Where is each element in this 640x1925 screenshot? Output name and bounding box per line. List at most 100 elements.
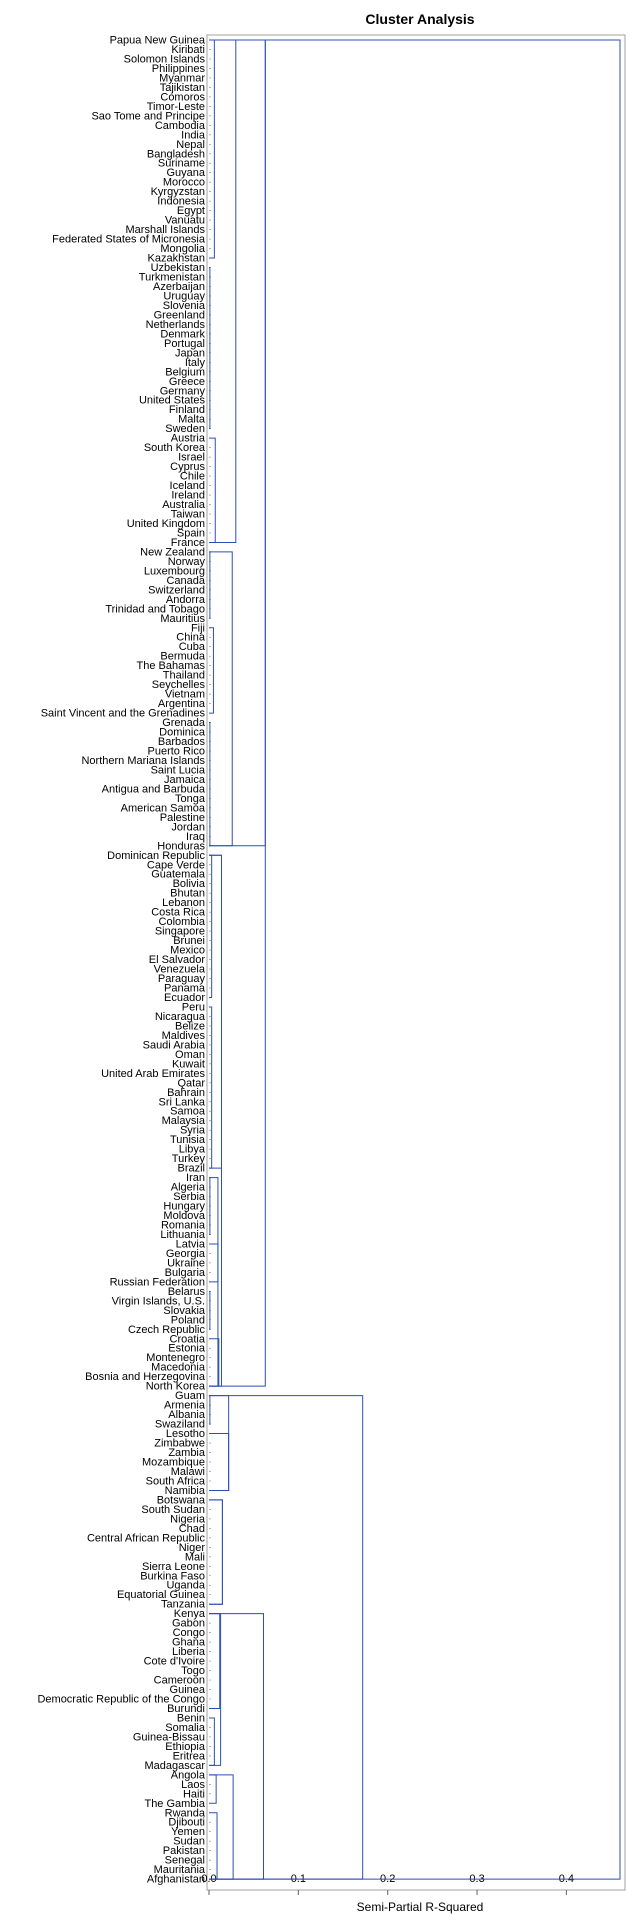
x-axis-label: Semi-Partial R-Squared	[357, 1900, 484, 1914]
leaf-label: Syria	[180, 1125, 206, 1137]
leaf-label: Kenya	[174, 1608, 206, 1620]
leaf-label: Grenada	[162, 717, 206, 729]
leaf-label: Vanuatu	[165, 215, 205, 227]
leaf-label: Mongolia	[160, 243, 206, 255]
leaf-label: Mauritania	[154, 1864, 206, 1876]
leaf-label: Togo	[181, 1665, 205, 1677]
leaf-label: Ethiopia	[165, 1741, 206, 1753]
leaf-label: Latvia	[176, 1238, 206, 1250]
leaf-label: Northern Mariana Islands	[81, 755, 205, 767]
leaf-label: Turkmenistan	[139, 272, 205, 284]
leaf-label: Qatar	[177, 1077, 205, 1089]
leaf-label: Uruguay	[163, 290, 205, 302]
leaf-label: Nicaragua	[155, 1011, 206, 1023]
leaf-label: Ecuador	[164, 992, 205, 1004]
leaf-label: Nigeria	[170, 1513, 206, 1525]
leaf-label: Iceland	[170, 480, 205, 492]
leaf-label: Guatemala	[151, 869, 206, 881]
merge-link	[209, 1717, 215, 1766]
leaf-label: Austria	[171, 433, 206, 445]
merge-link	[209, 39, 237, 543]
chart-title: Cluster Analysis	[365, 11, 474, 27]
leaf-label: Zimbabwe	[154, 1438, 205, 1450]
merge-link	[209, 39, 621, 1880]
leaf-label: Marshall Islands	[126, 224, 206, 236]
x-axis-ticks: 0.0 0.1 0.2 0.3 0.4	[201, 1873, 574, 1895]
leaf-label: Norway	[168, 556, 206, 568]
leaf-label: Cote d'Ivoire	[144, 1656, 205, 1668]
leaf-label: Thailand	[163, 670, 205, 682]
merge-link	[209, 1812, 218, 1880]
leaf-label: Macedonia	[151, 1362, 206, 1374]
leaf-label: Guinea-Bissau	[133, 1731, 205, 1743]
leaf-label: Federated States of Micronesia	[52, 234, 206, 246]
leaf-label: Angola	[171, 1769, 206, 1781]
merge-link	[209, 854, 213, 998]
leaf-label: Serbia	[173, 1191, 206, 1203]
merge-link	[209, 551, 233, 847]
leaf-label: Madagascar	[144, 1760, 205, 1772]
leaf-label: Finland	[169, 404, 205, 416]
leaf-label: Solomon Islands	[124, 53, 206, 65]
leaf-label: Senegal	[165, 1855, 205, 1867]
leaf-label: North Korea	[146, 1381, 206, 1393]
leaf-label: Barbados	[158, 736, 206, 748]
leaf-label: Guam	[175, 1390, 205, 1402]
leaf-label: Oman	[175, 1049, 205, 1061]
leaf-label: Sweden	[165, 423, 205, 435]
merge-link	[209, 39, 266, 847]
leaf-label: South Korea	[144, 442, 206, 454]
leaf-label: Panama	[164, 983, 206, 995]
merge-link	[209, 39, 215, 259]
leaf-label: Montenegro	[146, 1352, 205, 1364]
leaf-label: Lebanon	[162, 897, 205, 909]
leaf-label: Vietnam	[165, 689, 205, 701]
merge-link	[209, 1395, 230, 1491]
leaf-label: Colombia	[159, 916, 206, 928]
leaf-label: Belize	[175, 1020, 205, 1032]
leaf-label: Cuba	[179, 641, 206, 653]
leaf-label: Kiribati	[171, 44, 205, 56]
merge-link	[209, 1395, 211, 1425]
merge-link	[209, 551, 211, 619]
merge-link	[209, 1774, 217, 1804]
leaf-label: Ireland	[171, 490, 205, 502]
leaf-label: Russian Federation	[110, 1276, 205, 1288]
leaf-label: United States	[139, 395, 206, 407]
plot-frame	[206, 34, 626, 1891]
leaf-label: Morocco	[163, 177, 205, 189]
dendrogram-links	[209, 39, 621, 1880]
merge-link	[209, 1338, 220, 1387]
leaf-label: Romania	[161, 1220, 206, 1232]
leaf-label: Bangladesh	[147, 148, 205, 160]
leaf-label: Tonga	[175, 793, 206, 805]
leaf-label: Slovakia	[163, 1305, 205, 1317]
leaf-label: The Gambia	[144, 1798, 205, 1810]
leaf-label: Virgin Islands, U.S.	[112, 1295, 205, 1307]
leaf-label: The Bahamas	[137, 660, 206, 672]
leaf-label: Myanmar	[159, 72, 205, 84]
leaf-label: Burkina Faso	[140, 1570, 205, 1582]
leaf-label: Swaziland	[155, 1419, 205, 1431]
leaf-label: Moldova	[163, 1210, 205, 1222]
leaf-label: Kazakhstan	[148, 253, 205, 265]
leaf-label: Belgium	[165, 366, 205, 378]
leaf-label: Cape Verde	[147, 859, 205, 871]
leaf-label: Spain	[177, 527, 205, 539]
leaf-label: Venezuela	[154, 964, 206, 976]
leaf-label: Sri Lanka	[159, 1096, 206, 1108]
merge-link	[209, 1499, 223, 1605]
leaf-label: Algeria	[171, 1182, 206, 1194]
leaf-label: Turkey	[172, 1153, 206, 1165]
leaf-label: Gabon	[172, 1618, 205, 1630]
leaf-label: Antigua and Barbuda	[102, 783, 206, 795]
leaf-label: Democratic Republic of the Congo	[37, 1694, 205, 1706]
leaf-label: Kuwait	[172, 1058, 205, 1070]
leaf-label: Tajikistan	[160, 82, 205, 94]
leaf-label: Jordan	[171, 821, 205, 833]
leaf-label: Djibouti	[168, 1817, 205, 1829]
leaf-label: Cambodia	[155, 120, 206, 132]
merge-link	[209, 1433, 230, 1491]
leaf-label: New Zealand	[140, 546, 205, 558]
